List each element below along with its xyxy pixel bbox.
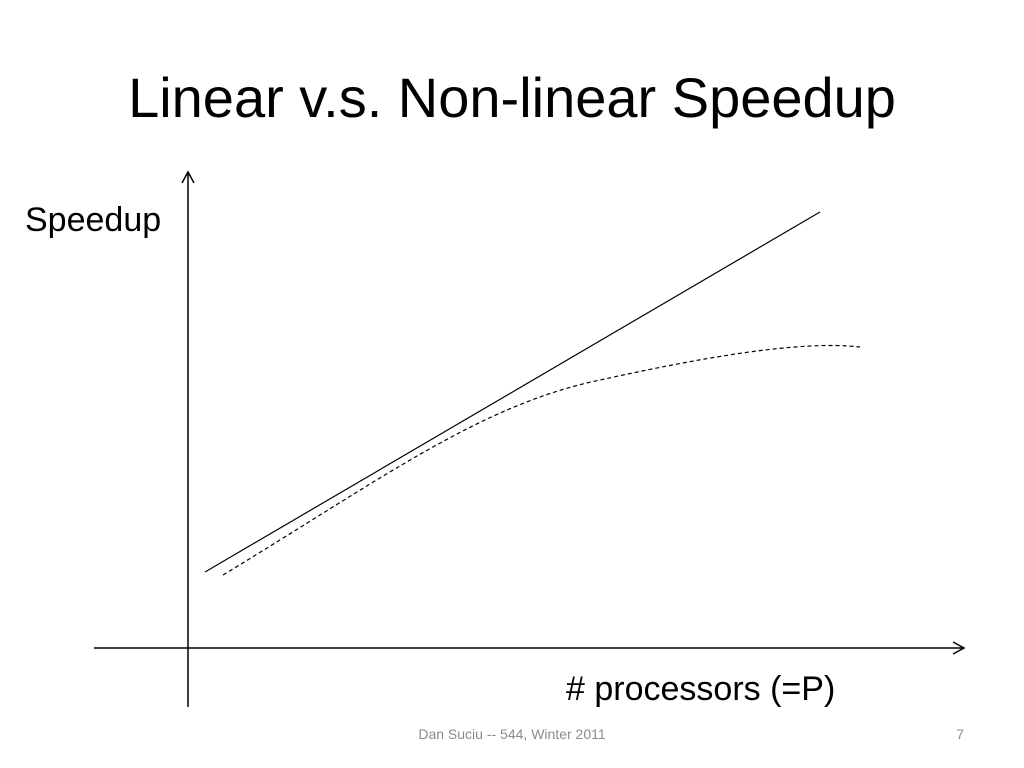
x-axis-label: # processors (=P) xyxy=(566,670,836,708)
x-axis-arrowhead xyxy=(952,641,966,655)
slide-title: Linear v.s. Non-linear Speedup xyxy=(128,66,896,129)
slide-number: 7 xyxy=(956,726,964,742)
y-axis-label: Speedup xyxy=(25,201,162,239)
y-axis-arrowhead xyxy=(181,170,195,184)
non-linear-speedup-curve xyxy=(222,344,861,576)
slide-footer: Dan Suciu -- 544, Winter 2011 xyxy=(418,726,606,742)
linear-speedup-line xyxy=(204,211,821,573)
